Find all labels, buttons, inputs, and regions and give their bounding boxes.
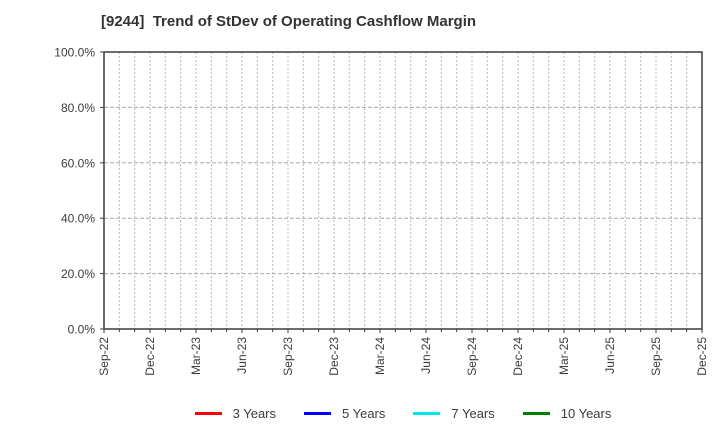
- legend-line-swatch: [194, 412, 222, 415]
- x-tick-label: Mar-24: [373, 337, 387, 375]
- x-tick-label: Sep-25: [649, 337, 663, 376]
- x-tick-label: Jun-25: [603, 337, 617, 374]
- legend-label: 3 Years: [232, 406, 276, 421]
- legend-label: 10 Years: [560, 406, 612, 421]
- y-tick-label: 60.0%: [61, 156, 95, 170]
- y-tick-label: 80.0%: [61, 101, 95, 115]
- x-tick-label: Mar-25: [557, 337, 571, 375]
- plot-border: [103, 51, 703, 330]
- legend-item-5-years: 5 Years: [304, 406, 385, 421]
- chart-title: [9244] Trend of StDev of Operating Cashf…: [101, 13, 477, 30]
- legend-label: 7 Years: [451, 406, 495, 421]
- x-tick-label: Dec-23: [327, 337, 341, 376]
- legend-item-7-years: 7 Years: [413, 406, 495, 421]
- legend-line-swatch: [304, 412, 331, 415]
- x-tick-label: Jun-24: [419, 337, 433, 374]
- x-tick-label: Dec-25: [695, 337, 709, 376]
- legend-label: 5 Years: [342, 406, 386, 421]
- x-tick-label: Sep-23: [281, 337, 295, 376]
- legend-line-swatch: [522, 412, 550, 415]
- legend-item-3-years: 3 Years: [194, 406, 276, 421]
- x-tick-label: Mar-23: [189, 337, 203, 375]
- legend: 3 Years 5 Years 7 Years 10 Years: [104, 406, 702, 421]
- x-tick-label: Jun-23: [235, 337, 249, 374]
- y-tick-label: 100.0%: [54, 46, 95, 60]
- x-tick-label: Sep-24: [465, 337, 479, 376]
- legend-item-10-years: 10 Years: [522, 406, 612, 421]
- legend-line-swatch: [413, 412, 441, 415]
- y-tick-label: 0.0%: [68, 323, 96, 337]
- x-tick-label: Dec-24: [511, 337, 525, 376]
- y-tick-label: 40.0%: [61, 212, 95, 226]
- y-tick-label: 20.0%: [61, 267, 95, 281]
- x-tick-label: Dec-22: [143, 337, 157, 376]
- x-tick-label: Sep-22: [97, 337, 111, 376]
